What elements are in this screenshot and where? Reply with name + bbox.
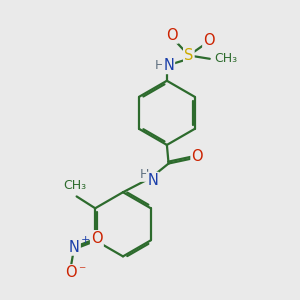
- Text: H: H: [140, 168, 149, 181]
- Text: CH₃: CH₃: [214, 52, 237, 65]
- Text: N: N: [163, 58, 174, 73]
- Text: O: O: [91, 231, 103, 246]
- Text: CH₃: CH₃: [63, 179, 86, 192]
- Text: N: N: [69, 240, 80, 255]
- Text: +: +: [80, 235, 90, 245]
- Text: ⁻: ⁻: [78, 264, 85, 278]
- Text: O: O: [203, 33, 215, 48]
- Text: O: O: [65, 265, 77, 280]
- Text: O: O: [191, 149, 203, 164]
- Text: O: O: [166, 28, 178, 43]
- Text: N: N: [147, 173, 158, 188]
- Text: S: S: [184, 48, 194, 63]
- Text: H: H: [155, 59, 164, 72]
